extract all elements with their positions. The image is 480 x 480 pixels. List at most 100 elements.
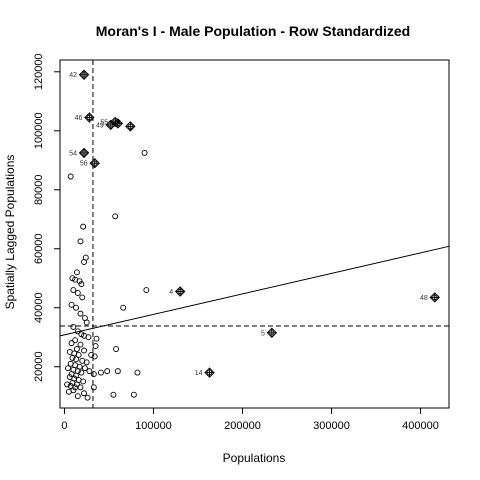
influential-point-label: 42 (69, 72, 77, 79)
y-tick-label: 60000 (33, 233, 45, 264)
influential-marker-ring (206, 370, 213, 376)
data-point (77, 310, 84, 317)
data-point (81, 390, 87, 397)
influential-marker-ring (92, 160, 98, 166)
data-point (80, 378, 87, 385)
influential-point-label: 56 (80, 161, 88, 168)
influential-point-label: 48 (420, 295, 428, 302)
influential-point-label: 14 (195, 370, 203, 377)
influential-marker-ring (86, 114, 92, 121)
x-axis: 0 100000 200000 300000 400000 (61, 407, 439, 432)
influential-point: 48 (420, 292, 440, 303)
influential-marker-ring (127, 123, 133, 129)
influential-point: 5 (261, 327, 278, 339)
x-tick-label: 100000 (135, 420, 172, 432)
data-point (79, 294, 86, 301)
data-point (84, 394, 91, 401)
data-point (73, 372, 79, 379)
influential-marker-ring (177, 288, 183, 295)
data-point (80, 223, 87, 230)
influential-point: 42 (69, 69, 90, 80)
data-point (64, 381, 71, 388)
data-point (74, 328, 81, 335)
y-tick-label: 20000 (33, 351, 45, 382)
data-point (73, 269, 80, 276)
x-tick-label: 400000 (402, 420, 439, 432)
data-point (112, 213, 119, 220)
data-point (93, 335, 100, 342)
plot-frame (59, 59, 450, 409)
data-point (114, 368, 121, 375)
data-point (134, 369, 141, 376)
influential-point (112, 118, 124, 129)
data-point (65, 388, 72, 395)
data-point (91, 353, 98, 360)
influential-marker-ring (269, 330, 275, 336)
data-point (74, 393, 81, 400)
data-point (70, 323, 77, 330)
influential-point (125, 121, 136, 132)
data-point (73, 356, 79, 363)
influential-marker-ring (115, 120, 121, 127)
data-point (68, 340, 75, 347)
influential-point-label: 4 (169, 289, 173, 296)
x-tick-label: 0 (61, 420, 67, 432)
data-point (143, 287, 150, 293)
influential-point: 14 (195, 367, 215, 378)
reference-lines (59, 60, 450, 408)
data-point (83, 359, 90, 366)
influential-point: 4 (169, 286, 186, 297)
data-point (65, 365, 71, 372)
data-point (74, 290, 81, 296)
y-axis: 20000 40000 60000 80000 100000 120000 (33, 53, 61, 382)
y-tick-label: 120000 (33, 53, 45, 90)
x-tick-label: 300000 (313, 420, 350, 432)
y-axis-label: Spatially Lagged Populations (3, 155, 17, 310)
influential-point-label: 54 (69, 150, 77, 157)
data-point (78, 281, 85, 288)
data-point (83, 319, 90, 326)
influential-marker-ring (432, 294, 438, 301)
data-point (76, 278, 83, 285)
data-point (130, 391, 137, 398)
data-point (97, 369, 104, 376)
data-point (73, 304, 79, 311)
data-point (77, 341, 84, 348)
data-point (88, 351, 95, 358)
data-point (90, 371, 97, 378)
y-tick-label: 100000 (33, 112, 45, 149)
influential-point-label: 49 (96, 122, 104, 129)
data-point (70, 287, 77, 293)
chart-title: Moran's I - Male Population - Row Standa… (96, 23, 410, 39)
data-point (85, 334, 92, 341)
data-point (72, 337, 79, 344)
influential-point-label: 55 (100, 119, 108, 126)
influential-point-label: 5 (261, 330, 265, 337)
x-tick-label: 200000 (224, 420, 261, 432)
data-point (73, 346, 80, 352)
data-point (110, 391, 117, 398)
influential-marker-ring (81, 72, 87, 78)
data-point (75, 351, 82, 358)
data-points (64, 149, 150, 401)
data-point (81, 365, 88, 372)
influential-marker-ring (81, 150, 87, 156)
data-point (73, 381, 80, 388)
influential-point: 56 (80, 158, 100, 169)
influential-point: 54 (69, 147, 90, 159)
data-point (81, 259, 87, 265)
influential-point-label: 46 (75, 115, 83, 122)
y-tick-label: 80000 (33, 174, 45, 205)
x-axis-label: Populations (223, 451, 286, 465)
influential-point: 46 (75, 112, 95, 123)
data-point (90, 384, 97, 391)
data-point (77, 384, 84, 391)
data-point (120, 304, 127, 311)
data-point (69, 354, 76, 361)
data-point (77, 238, 84, 245)
data-point (67, 173, 74, 180)
data-point (68, 301, 75, 308)
